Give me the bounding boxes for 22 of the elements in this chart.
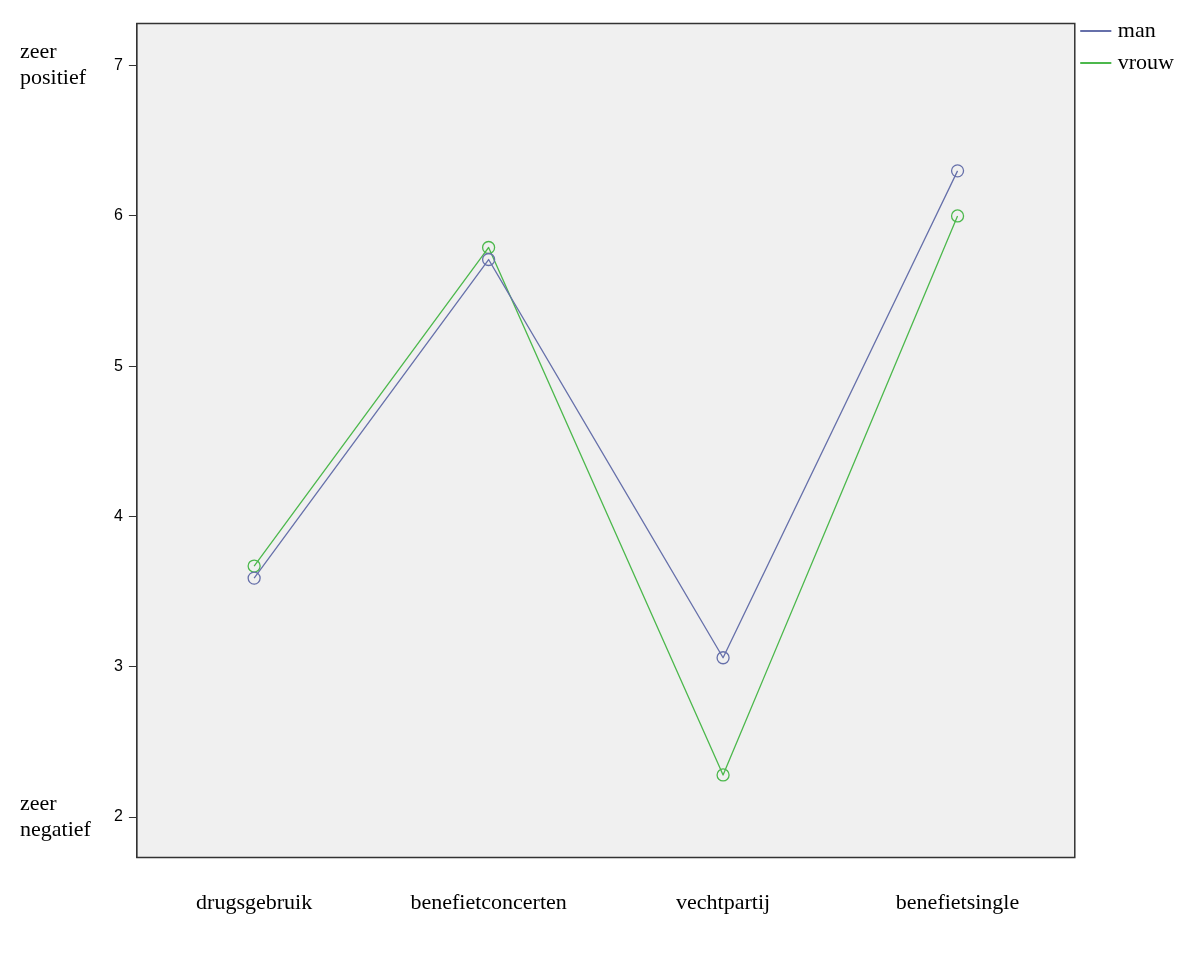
text: zeer negatief <box>20 789 92 841</box>
point <box>716 768 730 782</box>
point <box>247 571 261 585</box>
x-tick-label: benefietsingle <box>895 888 1020 914</box>
x-tick-label: benefietconcerten <box>410 888 567 914</box>
point <box>247 559 261 573</box>
y-tick-label: 7 <box>113 56 123 74</box>
legend-label: man <box>1117 16 1156 42</box>
legend-label: vrouw <box>1117 48 1175 74</box>
y-tick-label: 3 <box>113 657 123 675</box>
x-tick-label: vechtpartij <box>676 888 771 914</box>
point <box>950 164 965 178</box>
point <box>716 651 730 665</box>
point <box>950 209 965 223</box>
point <box>481 240 496 255</box>
point <box>481 252 496 267</box>
y-tick-label: 5 <box>113 356 123 374</box>
y-tick-label: 2 <box>113 807 123 825</box>
text: zeer positief <box>20 38 87 90</box>
x-tick-label: drugsgebruik <box>196 888 313 914</box>
y-tick-label: 6 <box>113 206 123 224</box>
y-tick-label: 4 <box>113 506 123 524</box>
